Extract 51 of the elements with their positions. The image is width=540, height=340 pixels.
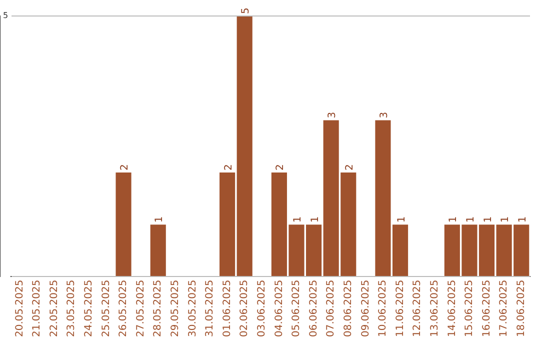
x-tick-label: 05.06.2025 xyxy=(291,280,302,338)
x-tick-label: 30.05.2025 xyxy=(187,280,198,338)
x-tick-label: 21.05.2025 xyxy=(32,280,43,338)
x-tick-label: 28.05.2025 xyxy=(152,280,164,338)
x-tick-label: 14.06.2025 xyxy=(446,280,458,338)
x-tick-label: 09.06.2025 xyxy=(360,280,372,338)
x-tick-label: 06.06.2025 xyxy=(308,280,320,338)
x-tick-label: 25.05.2025 xyxy=(100,280,112,338)
data-label: 1 xyxy=(448,216,460,223)
x-tick-label: 26.05.2025 xyxy=(118,280,130,338)
data-label: 1 xyxy=(292,216,304,223)
x-tick-label: 31.05.2025 xyxy=(204,280,216,338)
data-label: 3 xyxy=(327,112,338,118)
x-tick-label: 24.05.2025 xyxy=(84,280,95,338)
x-tick-label: 23.05.2025 xyxy=(66,280,78,338)
x-tick-label: 11.06.2025 xyxy=(394,280,406,338)
bar xyxy=(220,172,236,276)
data-label: 1 xyxy=(396,216,408,223)
x-tick-label: 16.06.2025 xyxy=(481,280,492,338)
x-tick-label: 04.06.2025 xyxy=(274,280,285,338)
x-tick-label: 07.06.2025 xyxy=(326,280,337,338)
x-tick-label: 27.05.2025 xyxy=(135,280,146,338)
x-tick-label: 12.06.2025 xyxy=(412,280,424,338)
data-label: 2 xyxy=(223,164,234,170)
x-tick-label: 03.06.2025 xyxy=(256,280,268,338)
x-tick-label: 02.06.2025 xyxy=(239,280,250,338)
data-label: 1 xyxy=(500,216,512,223)
data-label: 1 xyxy=(154,216,166,223)
x-tick-label: 08.06.2025 xyxy=(342,280,354,338)
bar xyxy=(236,16,252,276)
data-label: 1 xyxy=(310,216,321,223)
x-tick-label: 13.06.2025 xyxy=(429,280,440,338)
data-label: 2 xyxy=(120,164,131,170)
x-tick-label: 01.06.2025 xyxy=(222,280,233,338)
x-tick-label: 29.05.2025 xyxy=(170,280,182,338)
x-tick-label: 20.05.2025 xyxy=(14,280,26,338)
x-tick-label: 15.06.2025 xyxy=(464,280,476,338)
bar xyxy=(116,172,132,276)
bar xyxy=(150,224,166,276)
data-label: 2 xyxy=(275,164,286,170)
x-tick-label: 17.06.2025 xyxy=(498,280,510,338)
x-tick-label: 10.06.2025 xyxy=(378,280,389,338)
x-tick-label: 18.06.2025 xyxy=(516,280,527,338)
bar xyxy=(478,224,495,276)
data-label: 5 xyxy=(240,8,252,14)
data-label: 1 xyxy=(482,216,494,223)
data-label: 2 xyxy=(344,164,356,170)
data-label: 1 xyxy=(465,216,476,223)
data-label: 3 xyxy=(378,112,390,118)
x-tick-label: 22.05.2025 xyxy=(48,280,60,338)
data-label: 1 xyxy=(517,216,528,223)
